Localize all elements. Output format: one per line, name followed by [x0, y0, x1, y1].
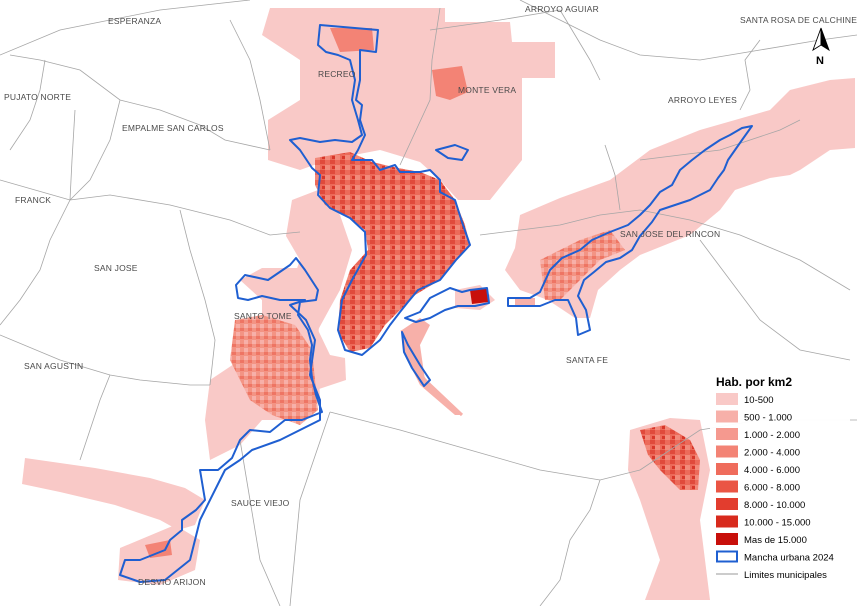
legend-label-10: Limites municipales [744, 570, 827, 581]
legend-label-9: Mancha urbana 2024 [744, 553, 834, 564]
place-label-esperanza: ESPERANZA [108, 16, 161, 26]
legend-swatch-6 [716, 498, 738, 510]
legend-label-2: 1.000 - 2.000 [744, 430, 800, 441]
place-label-desvio-arijon: DESVIO ARIJON [138, 577, 206, 587]
place-label-empalme: EMPALME SAN CARLOS [122, 123, 224, 133]
place-label-franck: FRANCK [15, 195, 51, 205]
place-labels: ESPERANZA ARROYO AGUIAR SANTA ROSA DE CA… [4, 4, 857, 587]
legend: Hab. por km2 10-500 500 - 1.000 1.000 - 2.… [710, 372, 850, 598]
legend-label-4: 4.000 - 6.000 [744, 465, 800, 476]
urban-extent-outline [119, 24, 753, 583]
place-label-san-jose: SAN JOSE [94, 263, 138, 273]
legend-swatch-1 [716, 410, 738, 423]
place-label-pujato-norte: PUJATO NORTE [4, 92, 71, 102]
legend-swatch-5 [716, 480, 738, 493]
legend-swatch-9 [716, 550, 738, 563]
legend-label-7: 10.000 - 15.000 [744, 518, 811, 529]
legend-swatch-7 [716, 515, 738, 528]
legend-label-5: 6.000 - 8.000 [744, 483, 800, 494]
place-label-sauce-viejo: SAUCE VIEJO [231, 498, 290, 508]
north-arrow-label: N [816, 55, 824, 67]
place-label-santa-fe: SANTA FE [566, 355, 608, 365]
place-label-monte-vera: MONTE VERA [458, 85, 516, 95]
legend-label-0: 10-500 [744, 395, 774, 406]
place-label-arroyo-leyes: ARROYO LEYES [668, 95, 737, 105]
legend-swatch-8 [716, 533, 738, 545]
legend-title: Hab. por km2 [716, 375, 792, 389]
legend-label-6: 8.000 - 10.000 [744, 500, 805, 511]
legend-swatch-4 [716, 463, 738, 475]
place-label-san-jose-rincon: SAN JOSE DEL RINCON [620, 229, 720, 239]
place-label-santa-rosa: SANTA ROSA DE CALCHINES [740, 15, 857, 25]
place-label-arroyo-aguiar: ARROYO AGUIAR [525, 4, 599, 14]
place-label-santo-tome: SANTO TOME [234, 311, 292, 321]
legend-swatch-0 [716, 393, 738, 405]
legend-label-1: 500 - 1.000 [744, 413, 792, 424]
legend-label-8: Mas de 15.000 [744, 535, 807, 546]
north-arrow-icon: N [812, 27, 830, 67]
legend-swatch-2 [716, 428, 738, 440]
place-label-san-agustin: SAN AGUSTIN [24, 361, 83, 371]
legend-swatch-3 [716, 445, 738, 458]
legend-label-3: 2.000 - 4.000 [744, 448, 800, 459]
high-density-areas [145, 28, 700, 558]
place-label-recreo: RECREO [318, 69, 356, 79]
